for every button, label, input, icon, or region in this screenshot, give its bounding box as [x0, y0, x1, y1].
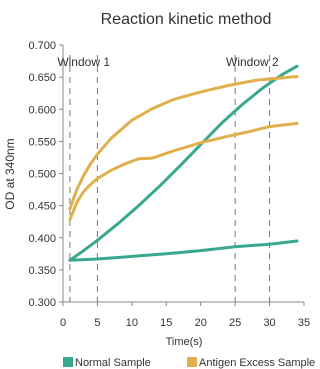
y-tick-label: 0.600 — [28, 104, 56, 116]
x-tick-label: 15 — [160, 317, 172, 329]
window-label: Window 2 — [226, 55, 279, 69]
x-tick-label: 0 — [60, 317, 66, 329]
legend-label: Antigen Excess Sample — [199, 357, 315, 369]
x-tick-label: 35 — [298, 317, 310, 329]
x-axis-label: Time(s) — [166, 336, 203, 348]
x-tick-label: 25 — [229, 317, 241, 329]
window-label: Window 1 — [57, 55, 110, 69]
legend-swatch — [187, 357, 197, 367]
legend: Normal Sample Antigen Excess Sample — [63, 357, 315, 369]
y-tick-label: 0.300 — [28, 297, 56, 309]
axes: 0.300 0.350 0.400 0.450 0.500 0.550 0.600 0.650… — [28, 40, 310, 329]
x-tick-label: 5 — [94, 317, 100, 329]
y-tick-label: 0.400 — [28, 233, 56, 245]
chart-title: Reaction kinetic method — [101, 11, 272, 28]
legend-swatch — [63, 357, 73, 367]
y-tick-label: 0.650 — [28, 72, 56, 84]
y-tick-label: 0.500 — [28, 169, 56, 181]
y-tick-label: 0.700 — [28, 40, 56, 52]
series-line — [68, 239, 299, 262]
series-line — [68, 75, 299, 211]
series-line — [68, 121, 299, 222]
legend-label: Normal Sample — [75, 357, 151, 369]
y-axis-label: OD at 340nm — [3, 138, 17, 209]
y-tick-label: 0.550 — [28, 136, 56, 148]
x-tick-label: 10 — [126, 317, 138, 329]
x-tick-label: 30 — [263, 317, 275, 329]
series-line — [68, 64, 299, 262]
series — [68, 64, 299, 262]
y-tick-label: 0.350 — [28, 265, 56, 277]
y-tick-label: 0.450 — [28, 201, 56, 213]
x-tick-label: 20 — [195, 317, 207, 329]
